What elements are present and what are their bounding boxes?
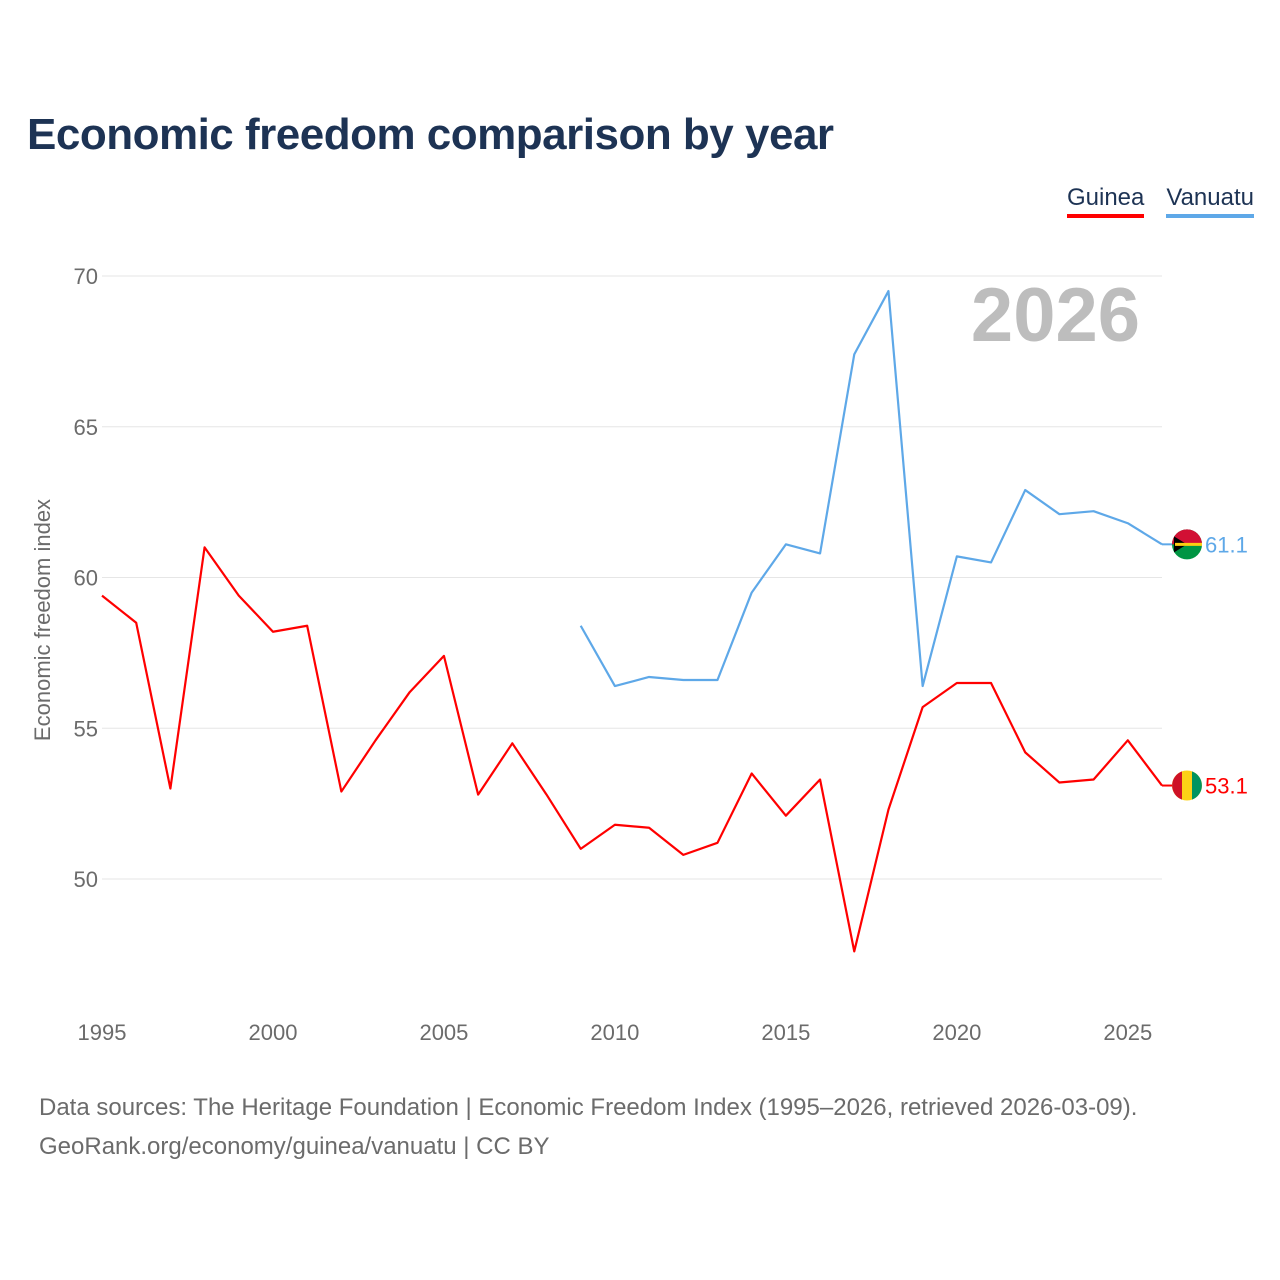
- year-watermark: 2026: [971, 273, 1140, 358]
- chart-title: Economic freedom comparison by year: [27, 110, 834, 159]
- x-tick-label: 2000: [248, 1020, 297, 1045]
- end-value-label: 61.1: [1205, 532, 1248, 557]
- attribution-text: GeoRank.org/economy/guinea/vanuatu | CC …: [39, 1133, 550, 1160]
- flag-stripe: [1172, 771, 1182, 800]
- legend-item-guinea[interactable]: Guinea: [1066, 184, 1145, 218]
- legend: Guinea Vanuatu: [1066, 184, 1254, 218]
- x-tick-label: 2010: [590, 1020, 639, 1045]
- y-tick-label: 50: [74, 867, 98, 892]
- series-line-guinea: [101, 546, 1163, 953]
- x-tick-label: 2005: [419, 1020, 468, 1045]
- x-tick-label: 2025: [1103, 1020, 1152, 1045]
- series-line-vanuatu: [579, 289, 1163, 688]
- y-tick-label: 70: [74, 264, 98, 289]
- x-tick-label: 1995: [78, 1020, 127, 1045]
- footer: Data sources: The Heritage Foundation | …: [39, 1088, 1137, 1166]
- x-tick-label: 2015: [761, 1020, 810, 1045]
- flag-stripe: [1192, 771, 1202, 800]
- end-value-label: 53.1: [1205, 774, 1248, 799]
- data-source-text: Data sources: The Heritage Foundation | …: [39, 1094, 1138, 1121]
- y-tick-label: 55: [74, 716, 98, 741]
- y-axis-label: Economic freedom index: [30, 499, 55, 741]
- y-tick-label: 65: [74, 415, 98, 440]
- y-tick-label: 60: [74, 566, 98, 591]
- legend-item-vanuatu[interactable]: Vanuatu: [1166, 184, 1254, 218]
- x-tick-label: 2020: [932, 1020, 981, 1045]
